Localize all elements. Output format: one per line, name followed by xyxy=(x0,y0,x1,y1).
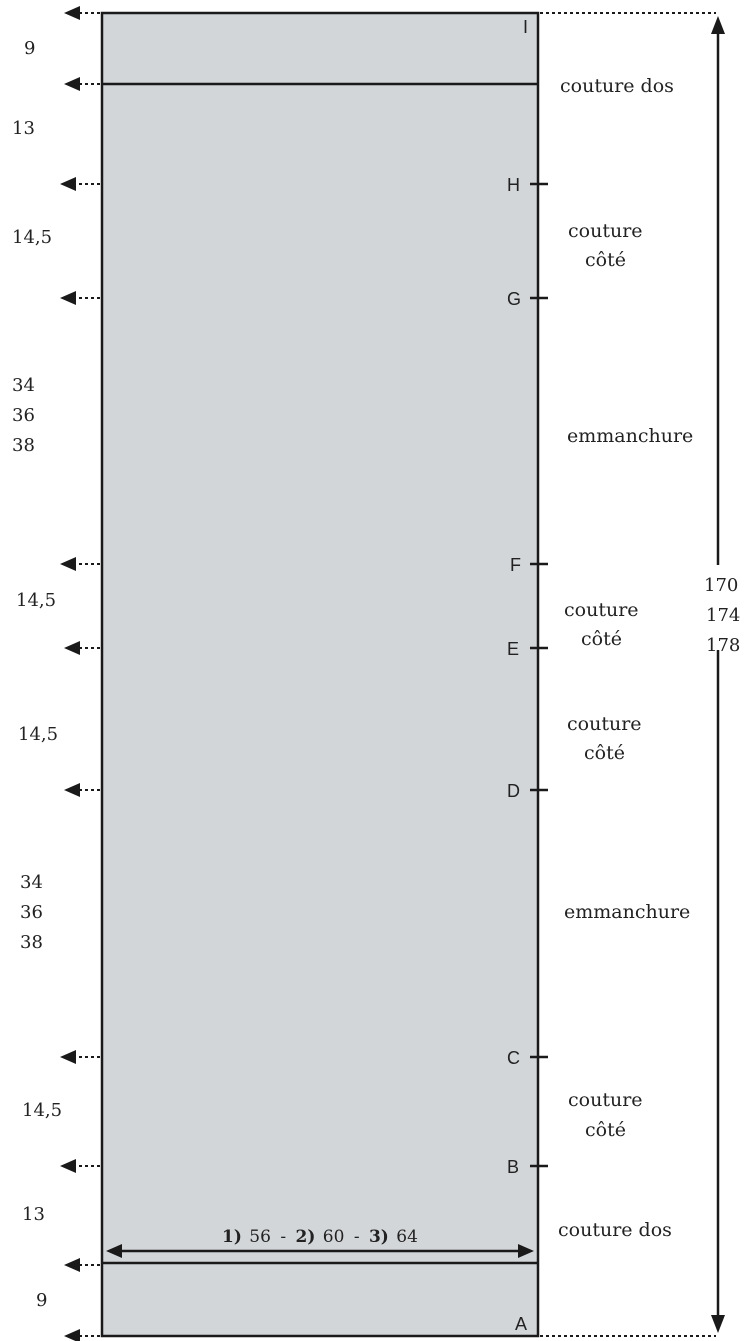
point-label-h: H xyxy=(507,175,520,195)
label-couture-cote-4-line2: côté xyxy=(585,1119,626,1141)
label-couture-cote-4-line1: couture xyxy=(568,1089,643,1111)
point-label-i: I xyxy=(523,17,528,37)
measure-mid-14-5-a: 14,5 xyxy=(16,590,56,611)
measure-upper-14-5: 14,5 xyxy=(12,227,52,248)
width-label: 1) 56 - 2) 60 - 3) 64 xyxy=(222,1227,418,1247)
width-size-2-val: 60 xyxy=(323,1227,345,1247)
garment-panel xyxy=(100,11,540,1338)
total-length-2: 174 xyxy=(706,605,740,626)
label-couture-dos-top: couture dos xyxy=(560,75,674,97)
label-couture-cote-2-line1: couture xyxy=(564,599,639,621)
width-size-1-num: 1) xyxy=(222,1227,242,1247)
point-label-d: D xyxy=(507,781,520,801)
label-couture-cote-2-line2: côté xyxy=(581,628,622,650)
measure-bottom-9: 9 xyxy=(36,1290,47,1311)
right-dotted-guides xyxy=(540,12,716,1337)
measure-lower-armhole-1: 34 xyxy=(20,872,43,893)
measure-bottom-13: 13 xyxy=(22,1204,45,1225)
label-emmanchure-1: emmanchure xyxy=(567,425,693,447)
measure-mid-14-5-b: 14,5 xyxy=(18,724,58,745)
point-label-b: B xyxy=(507,1157,519,1177)
total-length-3: 178 xyxy=(706,635,740,656)
measure-top-9: 9 xyxy=(24,38,35,59)
total-length-1: 170 xyxy=(704,575,738,596)
width-size-2-num: 2) xyxy=(295,1227,315,1247)
measure-lower-armhole-3: 38 xyxy=(20,932,43,953)
total-arrow-head-bottom xyxy=(711,1315,725,1333)
label-couture-dos-bottom: couture dos xyxy=(558,1219,672,1241)
width-size-3-val: 64 xyxy=(396,1227,418,1247)
width-arrow-head-right xyxy=(518,1244,534,1258)
width-size-1-val: 56 xyxy=(249,1227,271,1247)
point-label-a: A xyxy=(515,1314,527,1334)
left-marker-arrows xyxy=(60,6,100,1341)
width-sep-2: - xyxy=(354,1227,360,1247)
measure-upper-armhole-1: 34 xyxy=(12,375,35,396)
point-ticks xyxy=(530,182,548,1168)
width-size-3-num: 3) xyxy=(369,1227,389,1247)
measure-lower-armhole-2: 36 xyxy=(20,902,43,923)
point-label-g: G xyxy=(507,289,521,309)
label-couture-cote-1-line1: couture xyxy=(568,220,643,242)
measure-lower-14-5: 14,5 xyxy=(22,1100,62,1121)
measure-top-13: 13 xyxy=(12,118,35,139)
label-couture-cote-3-line1: couture xyxy=(567,713,642,735)
total-arrow-head-top xyxy=(711,16,725,34)
point-label-e: E xyxy=(507,639,519,659)
point-label-f: F xyxy=(510,555,521,575)
label-couture-cote-3-line2: côté xyxy=(584,742,625,764)
width-arrow-head-left xyxy=(106,1244,122,1258)
width-sep-1: - xyxy=(280,1227,286,1247)
label-emmanchure-2: emmanchure xyxy=(564,901,690,923)
measure-upper-armhole-2: 36 xyxy=(12,405,35,426)
point-label-c: C xyxy=(507,1048,520,1068)
measure-upper-armhole-3: 38 xyxy=(12,435,35,456)
label-couture-cote-1-line2: côté xyxy=(585,249,626,271)
